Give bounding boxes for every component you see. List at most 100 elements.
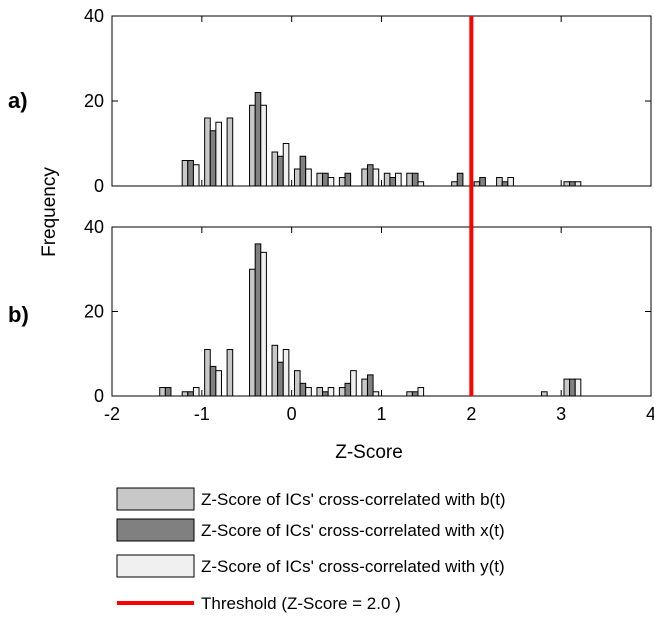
legend-entry: Z-Score of ICs' cross-correlated with y(… xyxy=(201,557,505,576)
bar xyxy=(411,391,419,397)
bar xyxy=(389,177,397,187)
bar xyxy=(456,172,464,187)
bar xyxy=(187,160,194,187)
bar xyxy=(181,391,189,397)
axes-box xyxy=(111,226,652,397)
y-tick-label: 40 xyxy=(84,6,104,26)
y-tick-label: 40 xyxy=(84,217,104,237)
legend-swatch xyxy=(116,554,195,578)
bar xyxy=(249,268,256,397)
bar xyxy=(563,181,571,187)
bar xyxy=(406,172,413,187)
bar xyxy=(417,387,425,397)
legend-entry: Z-Score of ICs' cross-correlated with b(… xyxy=(201,490,506,509)
bar xyxy=(192,164,200,187)
bar xyxy=(181,160,189,187)
bar xyxy=(417,181,425,187)
bar xyxy=(541,391,548,397)
bar xyxy=(327,387,335,397)
legend-entry: Threshold (Z-Score = 2.0 ) xyxy=(201,594,401,613)
bar xyxy=(361,168,368,187)
bar xyxy=(192,387,200,397)
bar xyxy=(305,168,312,187)
bar xyxy=(411,172,419,187)
bar xyxy=(271,344,279,397)
bar xyxy=(164,387,172,397)
y-axis-label: Frequency xyxy=(39,167,60,257)
bar xyxy=(316,172,324,187)
bar xyxy=(344,382,352,397)
bar xyxy=(569,181,576,187)
bar xyxy=(254,92,262,187)
bar xyxy=(338,387,346,397)
legend-swatch xyxy=(116,487,195,511)
x-tick-label: -2 xyxy=(104,404,120,424)
bar xyxy=(282,349,290,397)
bar xyxy=(366,164,374,187)
bar xyxy=(249,104,256,187)
bar xyxy=(277,155,284,187)
bar xyxy=(327,177,335,187)
bar xyxy=(383,172,391,187)
x-tick-label: 0 xyxy=(287,404,297,424)
bar xyxy=(501,181,509,187)
y-tick-label: 0 xyxy=(94,386,104,406)
bar xyxy=(316,387,324,397)
bar xyxy=(209,130,217,187)
bar xyxy=(372,391,380,397)
bar xyxy=(366,374,374,397)
panel-label: b) xyxy=(8,302,29,327)
bar xyxy=(187,391,194,397)
bar xyxy=(322,172,329,187)
bar xyxy=(574,378,582,397)
bar xyxy=(473,181,481,187)
y-tick-label: 0 xyxy=(94,176,104,196)
x-tick-label: 1 xyxy=(376,404,386,424)
bar xyxy=(282,143,290,187)
legend: Z-Score of ICs' cross-correlated with b(… xyxy=(116,487,506,613)
y-tick-label: 20 xyxy=(84,91,104,111)
bar xyxy=(226,117,234,187)
x-tick-label: -1 xyxy=(194,404,210,424)
legend-entry: Z-Score of ICs' cross-correlated with x(… xyxy=(201,521,505,540)
bar xyxy=(299,155,307,187)
x-tick-label: 4 xyxy=(646,404,654,424)
bar xyxy=(299,382,307,397)
bar xyxy=(293,168,301,187)
bar xyxy=(395,172,402,187)
bar xyxy=(159,387,166,397)
bar xyxy=(215,370,222,397)
bar xyxy=(209,365,217,397)
bar xyxy=(569,378,576,397)
bar xyxy=(361,378,368,397)
panel-a: 0 20 40 a) xyxy=(8,6,652,196)
bar xyxy=(406,391,413,397)
bar xyxy=(260,104,267,187)
bar xyxy=(215,121,222,187)
x-tick-label: 2 xyxy=(466,404,476,424)
bar xyxy=(271,151,279,187)
bar xyxy=(350,370,357,397)
bar xyxy=(338,177,346,187)
bar xyxy=(204,117,211,187)
bar xyxy=(344,172,352,187)
bar xyxy=(293,370,301,397)
bar xyxy=(574,181,582,187)
panel-b: 0 20 40 b) -2 -1 0 1 2 3 4 xyxy=(8,217,654,424)
bar xyxy=(260,251,267,397)
panel-label: a) xyxy=(8,88,28,113)
bar xyxy=(322,391,329,397)
bar xyxy=(204,349,211,397)
bar xyxy=(372,168,380,187)
legend-swatch xyxy=(116,518,195,542)
bar xyxy=(277,361,284,397)
bar xyxy=(305,387,312,397)
bar xyxy=(254,243,262,397)
bar xyxy=(451,181,458,187)
x-tick-label: 3 xyxy=(556,404,566,424)
bar xyxy=(479,177,486,187)
bar xyxy=(226,349,234,397)
bar xyxy=(563,378,571,397)
y-tick-label: 20 xyxy=(84,302,104,322)
